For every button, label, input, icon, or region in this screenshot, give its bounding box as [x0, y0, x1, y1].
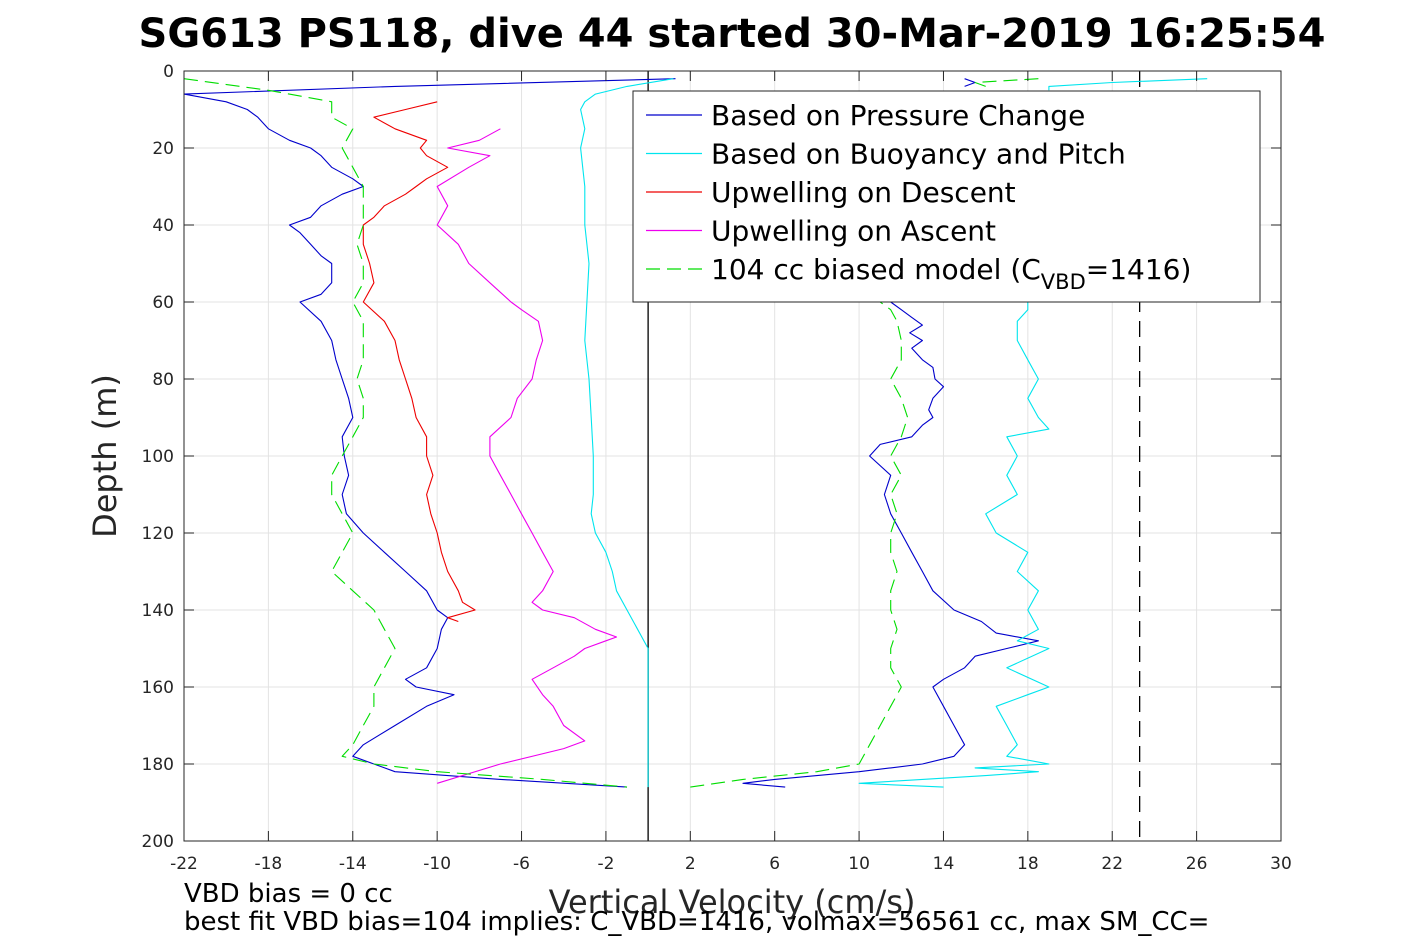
- legend: Based on Pressure Change Based on Buoyanc…: [632, 90, 1261, 303]
- series-1-ascent-line: [858, 302, 1050, 788]
- y-tick-label: 180: [142, 755, 174, 775]
- y-tick-label: 80: [152, 370, 174, 390]
- series-1-descent-line: [580, 78, 674, 788]
- x-tick-label: -10: [423, 854, 451, 874]
- y-tick-label: 40: [152, 216, 174, 236]
- legend-entry-label: 104 cc biased model (C: [711, 253, 1041, 286]
- x-tick-label: -6: [513, 854, 530, 874]
- legend-entry-suffix: =1416): [1086, 253, 1192, 286]
- y-tick-label: 160: [142, 678, 174, 698]
- y-tick-label: 120: [142, 524, 174, 544]
- x-tick-label: 26: [1186, 854, 1208, 874]
- x-axis-label: Vertical Velocity (cm/s): [549, 883, 916, 921]
- footer-best-fit: best fit VBD bias=104 implies: C_VBD=141…: [184, 907, 1209, 937]
- x-tick-label: 30: [1270, 854, 1292, 874]
- y-tick-label: 60: [152, 293, 174, 313]
- legend-entry-label: Upwelling on Ascent: [711, 215, 996, 248]
- series-4-descent-line: [183, 78, 628, 788]
- x-tick-label: -14: [339, 854, 367, 874]
- footer-vbd-bias: VBD bias = 0 cc: [184, 879, 393, 909]
- legend-box: [632, 90, 1261, 303]
- x-tick-label: 18: [1017, 854, 1039, 874]
- chart-title: SG613 PS118, dive 44 started 30-Mar-2019…: [139, 11, 1326, 57]
- x-tick-label: 2: [685, 854, 696, 874]
- x-axis: -22 -18 -14 -10 -6 -2 2 6 10 14 18 22 26 30: [170, 71, 1292, 874]
- legend-entry-subscript: VBD: [1041, 270, 1086, 294]
- x-tick-label: 22: [1101, 854, 1123, 874]
- series-3-ascent-line: [436, 128, 618, 784]
- series-0-descent-line: [183, 78, 676, 788]
- x-tick-label: 14: [933, 854, 955, 874]
- legend-entry-label: Based on Buoyancy and Pitch: [711, 138, 1126, 171]
- x-tick-label: 6: [769, 854, 780, 874]
- y-axis-label: Depth (m): [86, 374, 124, 538]
- legend-entry-label: Based on Pressure Change: [711, 99, 1085, 132]
- legend-entry: 104 cc biased model (CVBD=1416): [711, 253, 1191, 294]
- x-tick-label: -2: [597, 854, 614, 874]
- series-0-ascent-line: [742, 301, 1039, 788]
- y-tick-label: 140: [142, 601, 174, 621]
- legend-entry: Based on Pressure Change: [711, 99, 1085, 132]
- y-tick-label: 0: [163, 62, 174, 82]
- y-tick-label: 20: [152, 139, 174, 159]
- y-tick-label: 200: [142, 832, 174, 852]
- legend-entry: Upwelling on Ascent: [711, 215, 996, 248]
- series-4-ascent-line: [690, 301, 909, 788]
- x-tick-label: 10: [848, 854, 870, 874]
- y-axis: 0 20 40 60 80 100 120 140 160 180 200: [142, 62, 1281, 852]
- surface-fragment-2: [974, 78, 1039, 87]
- surface-fragment-1: [1048, 78, 1208, 91]
- series-2-descent-line: [362, 101, 476, 623]
- legend-entry: Based on Buoyancy and Pitch: [711, 138, 1126, 171]
- legend-entry: Upwelling on Descent: [711, 176, 1016, 209]
- x-tick-label: -18: [254, 854, 282, 874]
- y-tick-label: 100: [142, 447, 174, 467]
- series-layer: [183, 78, 1208, 788]
- legend-entry-label: Upwelling on Descent: [711, 176, 1016, 209]
- x-tick-label: -22: [170, 854, 198, 874]
